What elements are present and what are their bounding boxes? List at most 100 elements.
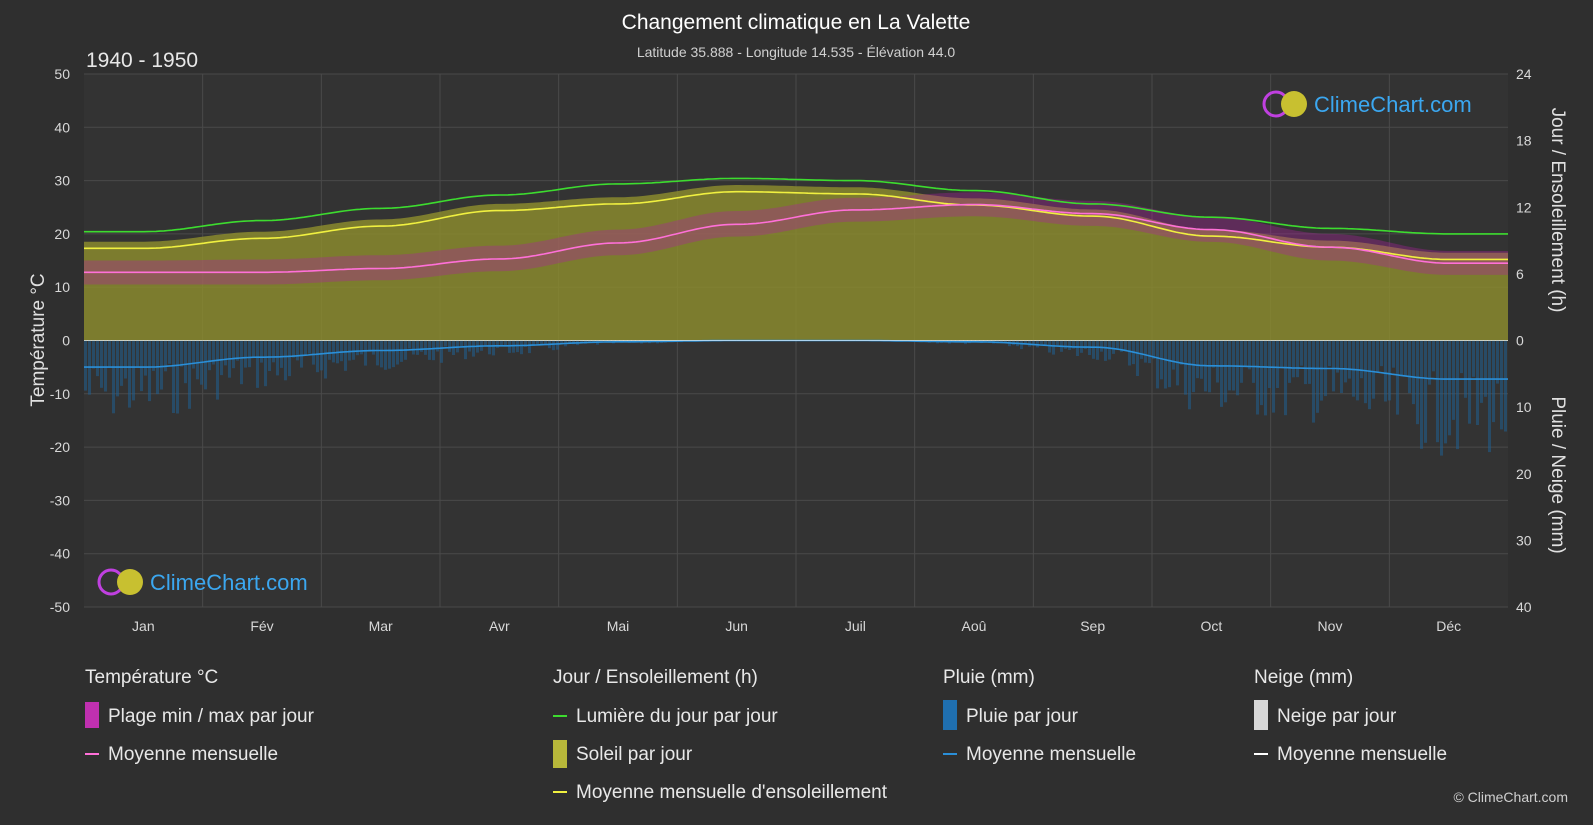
rain-day-bar [188,340,191,409]
rain-day-bar [1340,340,1343,393]
rain-day-bar [1260,340,1263,406]
month-tick-label: Jun [725,618,748,634]
rain-day-bar [224,340,227,366]
rain-day-bar [1064,340,1067,349]
legend-item-temp-mean: Moyenne mensuelle [108,744,278,765]
rain-day-bar [1368,340,1371,410]
left-axis-title: Température °C [28,273,49,406]
rain-day-bar [272,340,275,363]
rain-day-bar [1488,340,1491,453]
rain-day-bar [292,340,295,358]
rain-day-bar [160,340,163,390]
rain-day-bar [464,340,467,360]
rain-day-bar [196,340,199,380]
rain-day-bar [212,340,215,365]
rain-day-bar [444,340,447,347]
rain-day-bar [420,340,423,352]
rain-day-bar [1264,340,1267,416]
left-tick-label: 40 [54,119,70,135]
brand-text-top: ClimeChart.com [1314,92,1472,117]
month-tick-label: Mai [607,618,630,634]
rain-day-bar [92,340,95,369]
rain-day-bar [392,340,395,368]
legend-heading-rain: Pluie (mm) [943,667,1035,688]
rain-day-bar [380,340,383,368]
rain-day-bar [500,340,503,345]
rain-day-bar [1196,340,1199,379]
rain-day-bar [1200,340,1203,379]
rain-day-bar [1000,340,1003,343]
rain-day-bar [1376,340,1379,373]
right-precip-tick-label: 20 [1516,466,1532,482]
axes: 50 40 30 20 10 0 -10 -20 -30 -40 -50 24 18 12 6 0 10 20 30… [50,66,1532,634]
rain-day-bar [1248,340,1251,370]
rain-day-bar [1472,340,1475,377]
rain-day-bar [256,340,259,388]
rain-day-bar [324,340,327,379]
legend-heading-sun: Jour / Ensoleillement (h) [553,667,758,688]
rain-day-bar [1284,340,1287,416]
rain-day-bar [1504,340,1507,432]
month-tick-label: Déc [1436,618,1461,634]
rain-day-bar [1128,340,1131,366]
rain-day-bar [1004,340,1007,343]
rain-day-bar [152,340,155,371]
month-tick-label: Juil [845,618,866,634]
rain-day-bar [1120,340,1123,352]
rain-day-bar [1436,340,1439,443]
rain-day-bar [1268,340,1271,388]
rain-day-bar [1096,340,1099,360]
rain-day-bar [144,340,147,376]
rain-day-bar [216,340,219,400]
rain-day-bar [1036,340,1039,348]
brand-text-bottom: ClimeChart.com [150,570,308,595]
rain-day-bar [1328,340,1331,367]
legend-item-snow: Neige par jour [1277,706,1397,727]
logo-sun-icon [117,569,143,595]
temperature-mean-line [84,203,1508,274]
rain-day-bar [388,340,391,369]
rain-day-bar [440,340,443,363]
sunshine-area-fill [84,185,1508,341]
legend: Température °C Plage min / max par jour … [85,667,1447,803]
rain-day-bar [1468,340,1471,424]
rain-day-bar [1188,340,1191,410]
plot-area [84,73,1508,608]
rain-day-bar [1092,340,1095,359]
left-tick-label: -30 [50,492,70,508]
rain-day-bar [1212,340,1215,368]
rain-day-bar [1160,340,1163,380]
rain-day-bar [520,340,523,355]
rain-day-bar [568,340,571,344]
copyright-text: © ClimeChart.com [1453,789,1568,805]
rain-day-bar [556,340,559,350]
rain-day-bar [504,340,507,347]
rain-day-bar [164,340,167,372]
rain-day-bar [128,340,131,408]
left-tick-label: 20 [54,226,70,242]
rain-day-bar [1276,340,1279,388]
legend-swatch-rain [943,700,957,730]
rain-day-bar [484,340,487,347]
left-tick-label: -10 [50,386,70,402]
rain-day-bar [1428,340,1431,385]
legend-item-snow-mean: Moyenne mensuelle [1277,744,1447,765]
legend-swatch-sunshine [553,740,567,768]
rain-day-bar [1452,340,1455,420]
rain-day-bar [496,340,499,348]
rain-day-bar [100,340,103,388]
rain-day-bar [524,340,527,347]
rain-day-bar [1288,340,1291,383]
rain-day-bar [232,340,235,369]
right-axis-top-title: Jour / Ensoleillement (h) [1547,108,1568,313]
rain-day-bar [1052,340,1055,355]
chart-title: Changement climatique en La Valette [622,11,971,34]
rain-day-bar [356,340,359,356]
rain-day-bar [172,340,175,413]
legend-item-sunshine: Soleil par jour [576,744,693,765]
rain-day-bar [264,340,267,387]
rain-day-bar [1352,340,1355,397]
rain-day-bar [340,340,343,362]
rain-day-bar [1108,340,1111,360]
legend-item-daylight: Lumière du jour par jour [576,706,778,727]
